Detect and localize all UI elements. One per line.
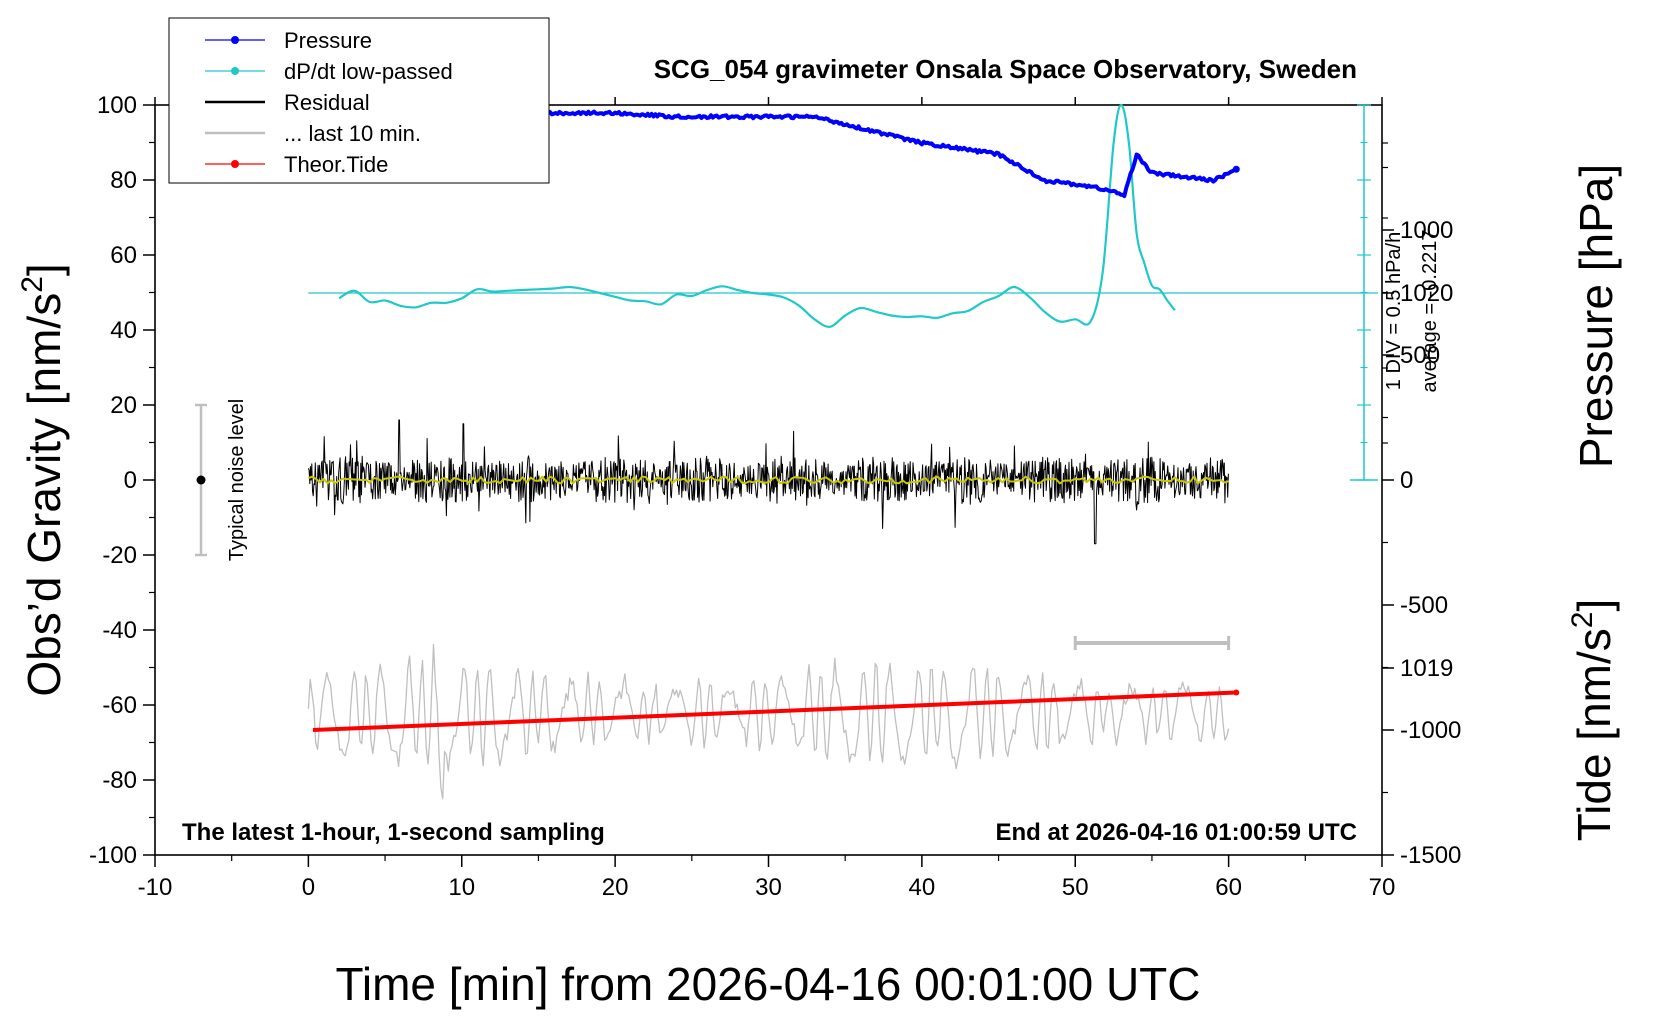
noise-level-label: Typical noise level (226, 399, 248, 561)
legend-marker-pressure (231, 36, 239, 44)
x-tick-label: 20 (602, 874, 629, 901)
x-tick-label: 0 (302, 874, 315, 901)
legend-marker-dpdt (231, 67, 239, 75)
series-tide (312, 690, 1237, 732)
x-tick-label: 50 (1062, 874, 1089, 901)
y-axis-label-tide: Tide [nm/s2] (1566, 599, 1620, 842)
series-dpdt (338, 103, 1176, 328)
y-tick-label-gravity: -80 (102, 767, 137, 794)
y-tick-label-tide: -1000 (1400, 717, 1461, 744)
legend-label-last10: ... last 10 min. (284, 121, 421, 146)
chart-title: SCG_054 gravimeter Onsala Space Observat… (654, 54, 1357, 84)
y-tick-label-tide: -500 (1400, 592, 1448, 619)
y-tick-label-gravity: 100 (97, 92, 137, 119)
y-tick-label-tide: 0 (1400, 467, 1413, 494)
legend-marker-tide (231, 160, 239, 168)
y-tick-label-gravity: 20 (110, 392, 137, 419)
x-tick-label: 10 (448, 874, 475, 901)
y-tick-label-gravity: 0 (124, 467, 137, 494)
x-tick-label: 60 (1215, 874, 1242, 901)
y-tick-label-tide: 1000 (1400, 217, 1453, 244)
dpdt-average-label: average = -0.2217 (1419, 230, 1441, 393)
x-axis-label: Time [min] from 2026-04-16 00:01:00 UTC (336, 958, 1201, 1010)
legend: Pressure dP/dt low-passed Residual ... l… (168, 17, 550, 184)
y-tick-label-gravity: -100 (89, 842, 137, 869)
y-axis-label-gravity: Obs’d Gravity [nm/s2] (16, 263, 70, 696)
y-tick-label-gravity: -20 (102, 542, 137, 569)
noise-bar-center (196, 475, 206, 485)
axis-ticks: -10 0 10 20 30 40 50 60 70-100-80-60-40-20020406… (89, 92, 1461, 901)
sampling-note: The latest 1-hour, 1-second sampling (182, 819, 605, 846)
y-tick-label-gravity: 80 (110, 167, 137, 194)
x-tick-label: 40 (909, 874, 936, 901)
y-axis-label-pressure: Pressure [hPa] (1570, 164, 1622, 468)
y-tick-label-gravity: -60 (102, 692, 137, 719)
y-tick-label-gravity: 40 (110, 317, 137, 344)
series-tide-end (1233, 689, 1240, 696)
legend-label-pressure: Pressure (284, 28, 372, 53)
y-tick-label-gravity: -40 (102, 617, 137, 644)
x-tick-label: 70 (1369, 874, 1396, 901)
x-tick-label: -10 (138, 874, 173, 901)
series-pressure-end (1232, 165, 1240, 173)
y-tick-label-tide: 500 (1400, 342, 1440, 369)
legend-label-dpdt: dP/dt low-passed (284, 59, 453, 84)
y-tick-label-pressure: 1019 (1400, 655, 1453, 682)
y-tick-label-pressure: 1020 (1400, 280, 1453, 307)
y-tick-label-tide: -1500 (1400, 842, 1461, 869)
legend-label-residual: Residual (284, 90, 370, 115)
end-time-note: End at 2026-04-16 01:00:59 UTC (996, 819, 1358, 846)
dpdt-scale-label: 1 DIV = 0.5 hPa/h (1383, 232, 1405, 390)
series-residual-smooth (308, 475, 1229, 485)
y-tick-label-gravity: 60 (110, 242, 137, 269)
x-tick-label: 30 (755, 874, 782, 901)
legend-label-tide: Theor.Tide (284, 152, 388, 177)
legend-box (168, 17, 550, 184)
